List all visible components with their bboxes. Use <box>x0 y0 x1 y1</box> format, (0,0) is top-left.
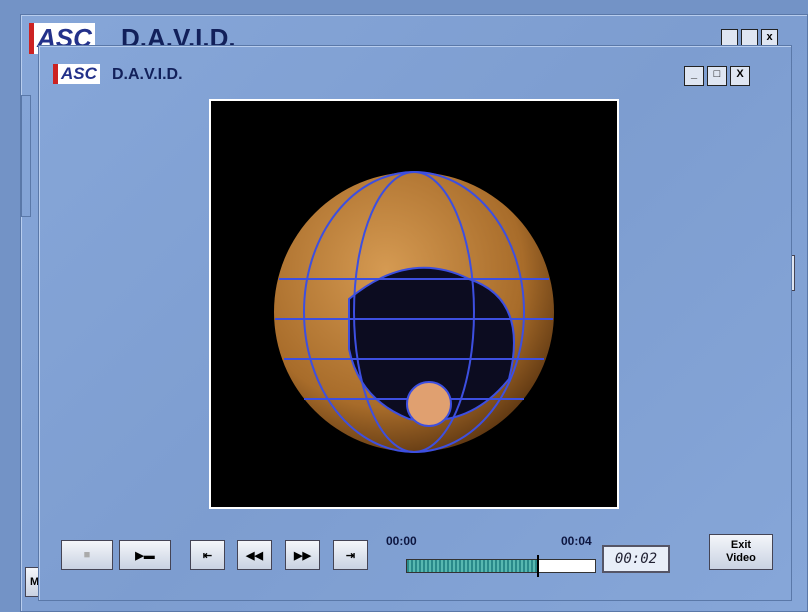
minimize[interactable] <box>721 29 738 46</box>
progress-bar[interactable] <box>406 555 596 577</box>
time-start: 00:00 <box>386 534 417 548</box>
start-button[interactable]: ⇤ <box>190 540 225 570</box>
close[interactable]: x <box>761 29 778 46</box>
stop-button[interactable]: ■ <box>61 540 113 570</box>
exit-button[interactable]: Exit Video <box>709 534 773 570</box>
maximize[interactable]: □ <box>707 66 727 86</box>
minimize[interactable]: _ <box>684 66 704 86</box>
wireframe <box>275 171 553 453</box>
play-button[interactable]: ▶▬ <box>119 540 171 570</box>
time-end: 00:04 <box>561 534 592 548</box>
logo: ASC <box>53 64 100 84</box>
rewind-button[interactable]: ◀◀ <box>237 540 272 570</box>
panel-edge <box>21 95 31 217</box>
progress-thumb[interactable] <box>537 555 539 577</box>
maximize[interactable] <box>741 29 758 46</box>
time-current: 00:02 <box>602 545 670 573</box>
end-button[interactable]: ⇥ <box>333 540 368 570</box>
video <box>209 99 619 509</box>
video-window: ASC D.A.V.I.D. _ □ X ■ ▶▬ ⇤ ◀◀ ▶▶ ⇥ 00:0… <box>38 45 792 601</box>
window-title: D.A.V.I.D. <box>112 66 183 83</box>
ocean <box>348 266 515 422</box>
pole <box>406 381 452 427</box>
progress-fill <box>407 560 537 572</box>
close[interactable]: X <box>730 66 750 86</box>
forward-button[interactable]: ▶▶ <box>285 540 320 570</box>
